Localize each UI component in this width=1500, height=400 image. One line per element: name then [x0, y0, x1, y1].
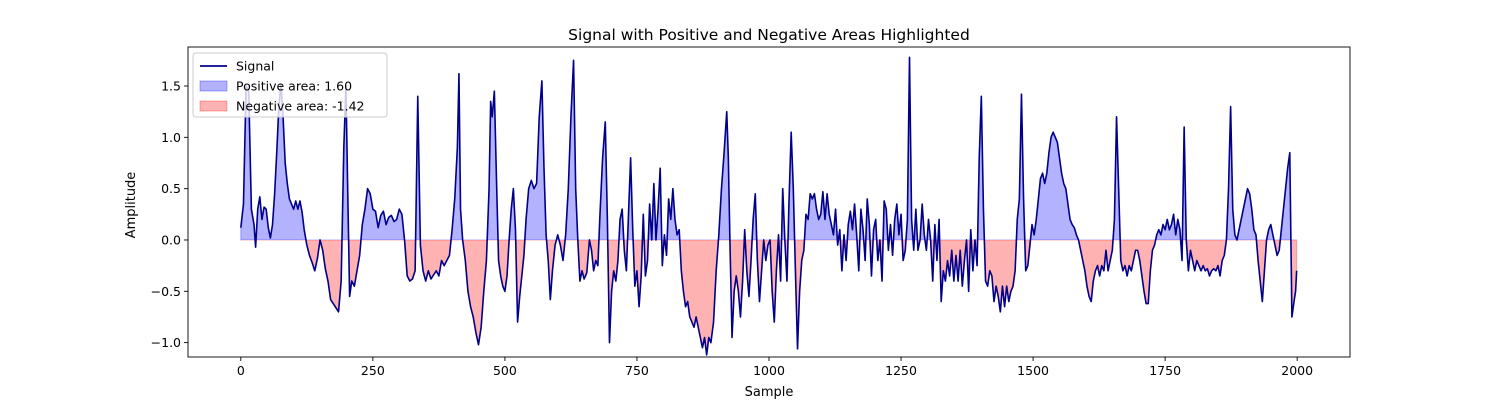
axes: 0 250 500 750 1000 1250 1500 1750 2000 −1.0 −0.5 0.…	[151, 46, 1351, 378]
y-tick-label: 1.5	[161, 79, 181, 94]
x-tick-label: 1250	[885, 363, 917, 378]
x-tick-label: 1500	[1017, 363, 1049, 378]
y-axis-title: Amplitude	[124, 172, 139, 239]
x-tick-label: 0	[237, 363, 245, 378]
y-tick-label: 1.0	[161, 130, 181, 145]
plot-area	[240, 56, 1298, 356]
y-tick-label: −1.0	[151, 335, 181, 350]
x-tick-label: 1750	[1149, 363, 1181, 378]
x-tick-label: 750	[625, 363, 649, 378]
x-tick-label: 1000	[753, 363, 785, 378]
legend-handle-positive	[199, 80, 228, 92]
x-tick-label: 2000	[1281, 363, 1313, 378]
legend-label-negative: Negative area: -1.42	[236, 99, 364, 114]
x-tick-label: 500	[493, 363, 517, 378]
y-tick-label: 0.0	[161, 232, 181, 247]
x-tick-label: 250	[361, 363, 385, 378]
chart-title: Signal with Positive and Negative Areas …	[568, 26, 970, 44]
legend-label-positive: Positive area: 1.60	[236, 79, 352, 94]
y-tick-label: −0.5	[151, 284, 181, 299]
legend-handle-negative	[199, 100, 228, 112]
legend-box	[192, 52, 388, 118]
legend: Signal Positive area: 1.60 Negative area: …	[192, 52, 388, 118]
signal-line	[240, 56, 1298, 356]
legend-label-signal: Signal	[236, 59, 274, 74]
y-tick-label: 0.5	[161, 181, 181, 196]
x-axis-title: Sample	[745, 385, 794, 400]
